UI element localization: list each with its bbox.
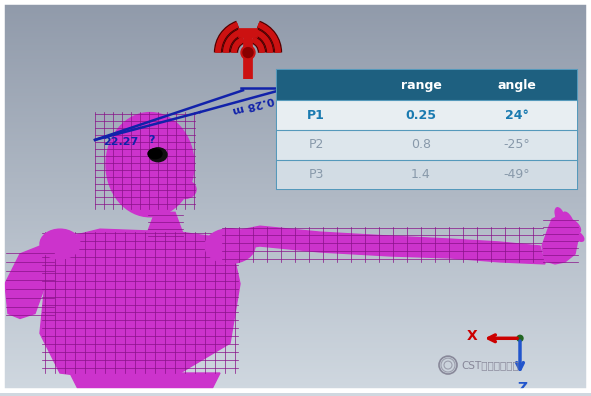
Polygon shape	[70, 373, 220, 393]
Text: 0.28 m: 0.28 m	[231, 95, 275, 116]
Text: 0.25: 0.25	[405, 109, 437, 122]
Text: X: X	[467, 329, 478, 343]
FancyBboxPatch shape	[277, 70, 577, 189]
Ellipse shape	[570, 220, 580, 232]
Polygon shape	[5, 246, 55, 318]
Ellipse shape	[40, 229, 80, 259]
FancyBboxPatch shape	[277, 70, 577, 100]
Text: 0.8: 0.8	[411, 138, 431, 151]
Ellipse shape	[563, 212, 573, 227]
Text: P1: P1	[307, 109, 325, 122]
Ellipse shape	[148, 149, 162, 159]
Ellipse shape	[106, 112, 194, 217]
Text: -49°: -49°	[504, 168, 530, 181]
Ellipse shape	[205, 228, 255, 263]
Text: Z: Z	[517, 381, 527, 395]
Circle shape	[241, 46, 255, 59]
Text: range: range	[401, 79, 441, 92]
Text: angle: angle	[498, 79, 537, 92]
Ellipse shape	[174, 181, 196, 198]
Ellipse shape	[149, 148, 167, 162]
Ellipse shape	[555, 208, 565, 225]
Text: 24°: 24°	[505, 109, 529, 122]
Polygon shape	[40, 229, 240, 378]
Text: 1.4: 1.4	[411, 168, 431, 181]
Text: 22.27: 22.27	[103, 137, 138, 147]
Text: -25°: -25°	[504, 138, 530, 151]
Circle shape	[243, 48, 253, 57]
FancyBboxPatch shape	[277, 130, 577, 160]
Circle shape	[517, 335, 523, 341]
Text: P2: P2	[309, 138, 324, 151]
Ellipse shape	[572, 231, 584, 241]
FancyBboxPatch shape	[277, 160, 577, 189]
Text: CST仿真专家之路: CST仿真专家之路	[461, 360, 519, 370]
Polygon shape	[220, 226, 545, 264]
Polygon shape	[145, 212, 185, 239]
Polygon shape	[542, 216, 578, 264]
Text: P3: P3	[309, 168, 324, 181]
Text: ?: ?	[148, 135, 154, 145]
FancyBboxPatch shape	[277, 100, 577, 130]
